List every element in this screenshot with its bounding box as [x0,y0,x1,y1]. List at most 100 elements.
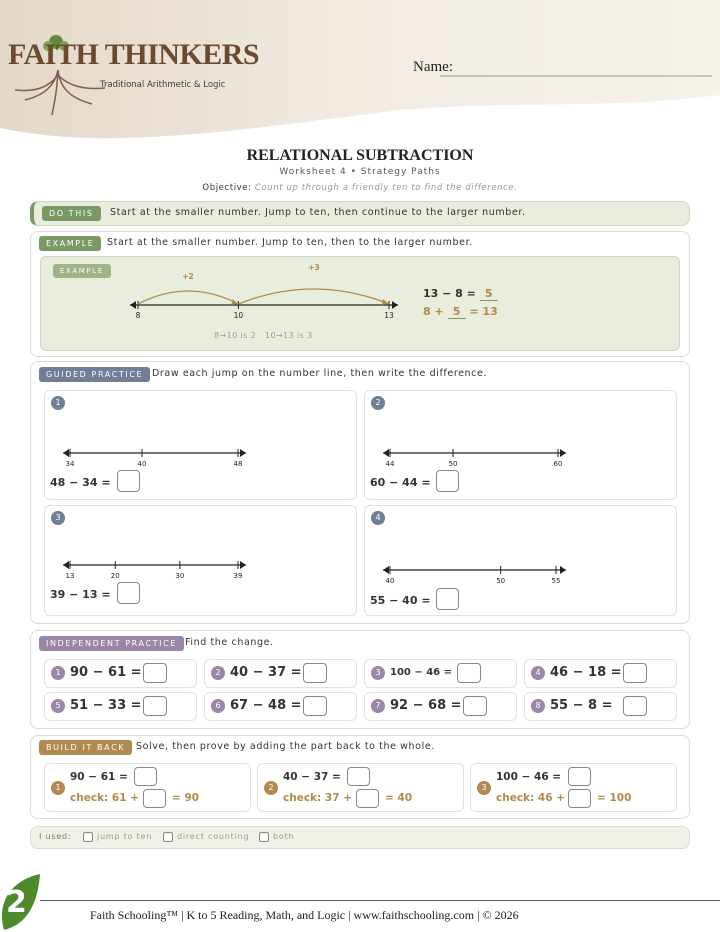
equation: 46 − 18 = [550,665,622,680]
objective-label: Objective: [202,183,252,193]
instruction: Find the change. [185,637,274,648]
equation: 13 − 8 = 5 [423,287,498,301]
footer-text: Faith Schooling™ | K to 5 Reading, Math,… [90,908,519,922]
problem-cell: 2 40 − 37 = [204,659,357,688]
tick-label: 44 [386,460,395,468]
check: check: 37 + [283,792,352,804]
arrow [240,449,246,457]
tick-label: 10 [234,311,244,320]
checkbox [259,832,269,842]
check: check: 46 + [496,792,565,804]
equation: 55 − 8 = [550,698,613,713]
answer-box [134,767,157,786]
checkbox [83,832,93,842]
do-this-bar: DO THIS Start at the smaller number. Jum… [30,201,690,226]
used-bar: I used: jump to ten direct counting both [30,826,690,849]
problem-card: 2 40 − 37 = check: 37 + = 40 [257,763,464,812]
equation: 60 − 44 = [370,476,431,489]
problem-card: 3 39 − 13 = [44,505,357,616]
tick-label: 13 [66,572,75,580]
arrow [63,449,69,457]
tick-label: 34 [66,460,75,468]
problem-cell: 1 90 − 61 = [44,659,197,688]
problem-number: 3 [477,781,491,795]
badge: INDEPENDENT PRACTICE [39,636,184,651]
arrow [383,449,389,457]
problem-number: 2 [264,781,278,795]
problem-card: 2 60 − 44 = [364,390,677,500]
problem-cell: 4 46 − 18 = [524,659,677,688]
problem-card: 1 48 − 34 = [44,390,357,500]
problem-cell: 8 55 − 8 = [524,692,677,721]
problem-number: 7 [371,699,385,713]
answer-box [347,767,370,786]
tick-label: 13 [384,311,394,320]
answer-box [436,588,459,610]
option-label: direct counting [177,832,250,841]
problem-cell: 5 51 − 33 = [44,692,197,721]
problem-number: 2 [211,666,225,680]
problem-card: 3 100 − 46 = check: 46 + = 100 [470,763,677,812]
answer-box [463,696,487,716]
answer-box [303,696,327,716]
answer: 5 [447,305,466,319]
problem-card: 1 90 − 61 = check: 61 + = 90 [44,763,251,812]
badge: GUIDED PRACTICE [39,367,151,382]
instruction: Start at the smaller number. Jump to ten… [110,207,526,218]
check: check: 61 + [70,792,139,804]
answer-box [568,767,591,786]
equation: 8 + 5 = 13 [423,305,498,319]
arrow [130,301,136,309]
example-section: EXAMPLE Start at the smaller number. Jum… [30,231,690,357]
answer-box [117,470,140,492]
arrow [240,561,246,569]
equation: 100 − 46 = [496,771,562,783]
equation: 90 − 61 = [70,665,142,680]
tick-label: 50 [496,577,505,585]
instruction: Start at the smaller number. Jump to ten… [107,237,473,248]
answer-box [436,470,459,492]
problem-number: 2 [371,396,385,410]
badge: EXAMPLE [39,236,102,251]
equation: 40 − 37 = [283,771,341,783]
problem-number: 4 [371,511,385,525]
problem-number: 5 [51,699,65,713]
arrow [382,299,389,305]
option-label: both [273,832,295,841]
equation: 39 − 13 = [50,588,111,601]
check-total: = 90 [172,792,200,804]
equation-left: 13 − 8 = [423,287,476,300]
jump-label: +2 [182,272,194,281]
problem-cell: 6 67 − 48 = [204,692,357,721]
answer-box [356,789,379,808]
equation-left: 8 + [423,305,444,318]
checkbox [163,832,173,842]
equation: 40 − 37 = [230,665,302,680]
tick-label: 55 [552,577,561,585]
tick-label: 50 [449,460,458,468]
equation: 67 − 48 = [230,698,302,713]
answer-box [623,696,647,716]
arrow [231,299,239,305]
jump-label: +3 [308,263,320,272]
jump-arc [137,290,239,305]
footer-rule [40,900,720,901]
subtitle: Worksheet 4 • Strategy Paths [279,167,441,177]
badge: DO THIS [42,206,101,221]
caption: 8→10 is 2 10→13 is 3 [214,331,313,340]
arrow [63,561,69,569]
used-label: I used: [39,832,72,841]
problem-card: 4 55 − 40 = [364,505,677,616]
instruction: Solve, then prove by adding the part bac… [136,741,435,752]
arrow [383,566,389,574]
equation: 100 − 46 = [390,667,452,678]
arrow [560,566,566,574]
answer-box [143,696,167,716]
tick-label: 8 [136,311,141,320]
equation: 48 − 34 = [50,476,111,489]
